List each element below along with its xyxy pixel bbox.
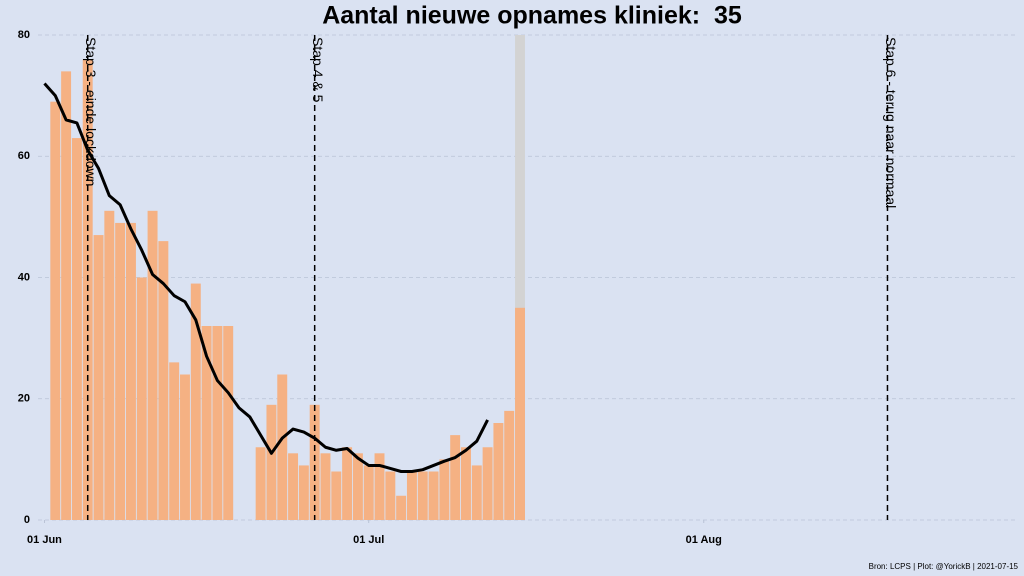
bar (320, 453, 331, 520)
y-tick-label: 40 (18, 271, 30, 283)
bar (385, 471, 396, 520)
y-tick-label: 60 (18, 150, 30, 162)
bar (288, 453, 299, 520)
bar (493, 423, 504, 520)
bar (482, 447, 493, 520)
bar (190, 283, 201, 520)
bar (71, 138, 82, 520)
bar (298, 465, 309, 520)
bar (201, 326, 212, 520)
bar (115, 222, 126, 520)
incomplete-shade (515, 35, 525, 520)
bar (331, 471, 342, 520)
bar (342, 447, 353, 520)
y-tick-label: 80 (18, 29, 30, 41)
bar (352, 453, 363, 520)
footer: Bron: LCPS | Plot: @YorickB | 2021-07-15 (869, 562, 1019, 571)
bar (374, 453, 385, 520)
bar (277, 374, 288, 520)
bar (450, 435, 461, 520)
x-tick-label: 01 Aug (686, 534, 722, 546)
step-label: Stap 3 - einde lockdown (83, 37, 99, 186)
bar (504, 410, 515, 520)
bar (125, 222, 136, 520)
y-tick-label: 0 (24, 514, 30, 526)
chart-title: Aantal nieuwe opnames kliniek: 35 (322, 2, 742, 30)
bar (93, 235, 104, 520)
bar (363, 465, 374, 520)
step-label: Stap 6 - terug naar normaal (883, 37, 899, 208)
bar (266, 404, 277, 520)
bar (212, 326, 223, 520)
bar (180, 374, 190, 520)
x-tick-label: 01 Jun (27, 534, 62, 546)
bar (428, 471, 439, 520)
bar (417, 471, 428, 520)
x-tick-label: 01 Jul (353, 534, 384, 546)
bar (406, 471, 417, 520)
bar (439, 459, 450, 520)
bar (158, 241, 169, 520)
bar (147, 210, 158, 520)
bar (471, 465, 482, 520)
bar (169, 362, 180, 520)
bar (515, 307, 525, 520)
bar (61, 71, 72, 520)
bar (461, 447, 471, 520)
bar (396, 495, 407, 520)
y-tick-label: 20 (18, 393, 30, 405)
step-label: Stap 4 & 5 (310, 37, 326, 103)
bar (223, 326, 234, 520)
bar (104, 210, 115, 520)
bar (136, 277, 147, 520)
bar (309, 404, 320, 520)
smoothed-line (43, 82, 489, 473)
bar (255, 447, 266, 520)
bar (50, 101, 61, 520)
